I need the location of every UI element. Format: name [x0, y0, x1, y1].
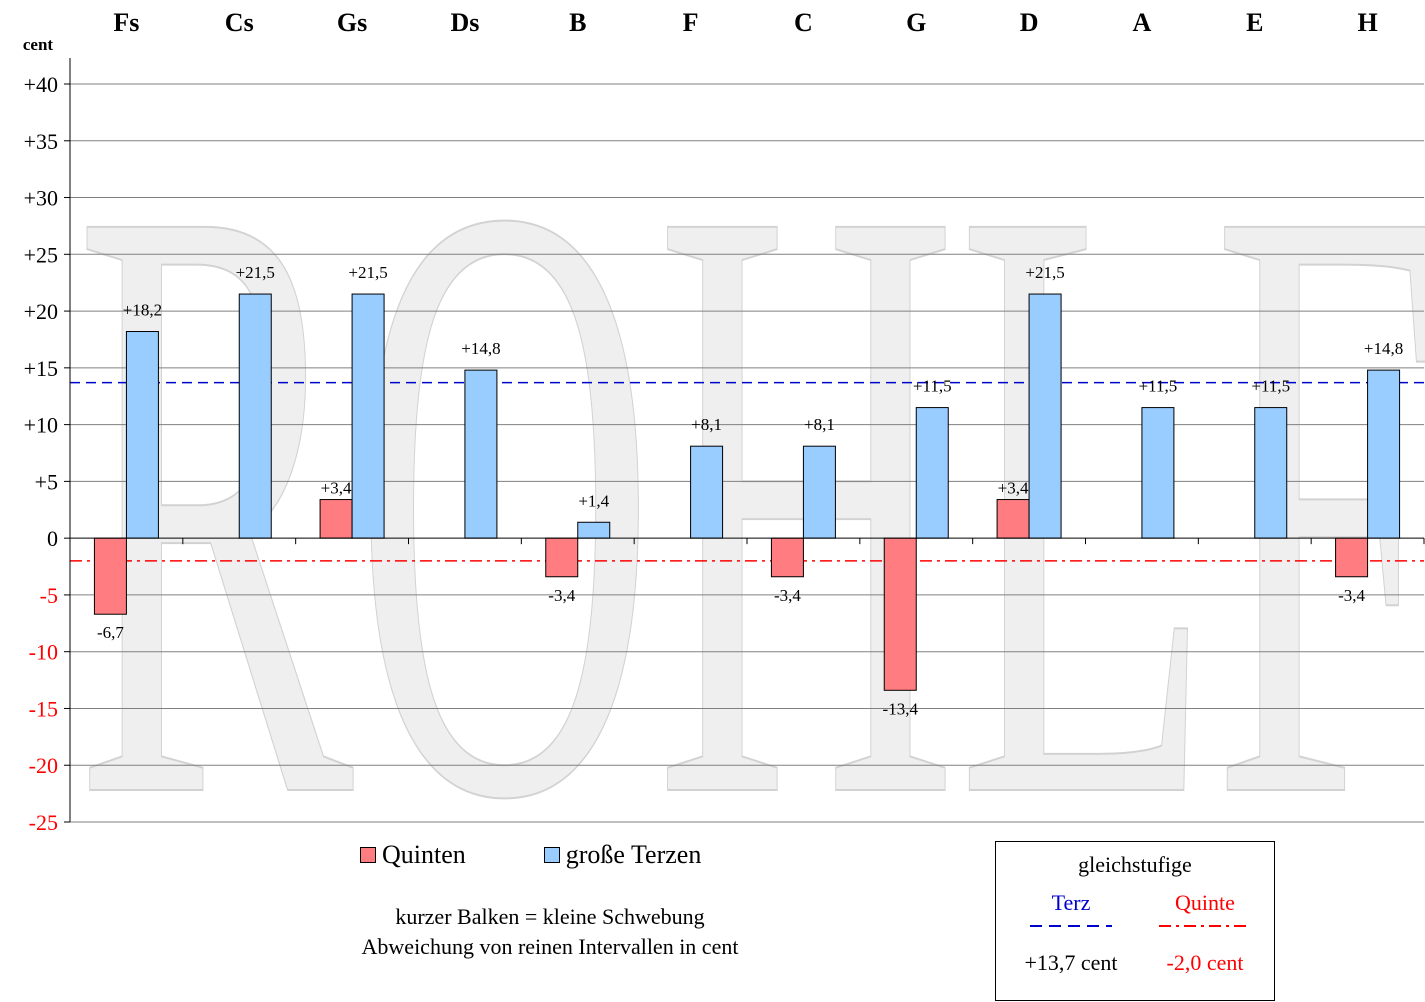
bar-terzen	[802, 445, 836, 539]
category-label: B	[569, 8, 586, 37]
y-tick-label: -20	[29, 753, 58, 778]
data-label-terzen: +11,5	[913, 377, 952, 396]
data-label-terzen: +21,5	[236, 263, 275, 282]
data-label-quinten: -3,4	[548, 586, 575, 605]
y-tick-label: +5	[35, 469, 58, 494]
data-labels: -6,7 +18,2 +21,5 +3,4 +21,5 +14,8 -3,4 +1,4 +8,1…	[97, 263, 1403, 718]
data-label-quinten: -13,4	[883, 699, 919, 718]
legend-item-quinten: Quinten	[360, 840, 466, 870]
data-label-terzen: +8,1	[691, 415, 722, 434]
terz-value: +13,7 cent	[1024, 950, 1118, 975]
data-label-quinten: -3,4	[774, 586, 801, 605]
quinte-reference: Quinte -2,0 cent	[1140, 890, 1270, 975]
bar-quinten	[1335, 537, 1369, 578]
bar-terzen	[1367, 369, 1401, 539]
legend-label-terzen: große Terzen	[565, 840, 702, 869]
note-line-2: Abweichung von reinen Intervallen in cen…	[361, 934, 739, 959]
terz-reference: Terz +13,7 cent	[1006, 890, 1136, 975]
bar-terzen	[915, 407, 949, 539]
data-label-terzen: +8,1	[804, 415, 835, 434]
terz-line-sample	[1030, 925, 1112, 927]
data-label-quinten: -6,7	[97, 623, 124, 642]
y-tick-label: -25	[29, 810, 58, 830]
data-label-quinten: +3,4	[998, 479, 1029, 498]
y-tick-label: -15	[29, 696, 58, 721]
bar-terzen	[351, 293, 385, 539]
category-label: F	[683, 8, 699, 37]
category-label: Gs	[337, 8, 367, 37]
bar-terzen	[464, 369, 498, 539]
axes	[64, 58, 1425, 823]
y-tick-label: -10	[29, 640, 58, 665]
y-tick-label: +35	[24, 129, 58, 154]
chart-notes: kurzer Balken = kleine Schwebung Abweich…	[290, 902, 810, 962]
quinte-value: -2,0 cent	[1166, 950, 1244, 975]
data-label-terzen: +14,8	[461, 339, 500, 358]
terz-label: Terz	[1051, 890, 1091, 915]
data-label-quinten: -3,4	[1338, 586, 1365, 605]
y-tick-label: +10	[24, 413, 58, 438]
equal-temperament-title: gleichstufige	[1078, 852, 1192, 877]
quinte-label: Quinte	[1175, 890, 1235, 915]
data-label-terzen: +1,4	[578, 491, 609, 510]
bar-quinten	[319, 499, 353, 539]
legend-item-terzen: große Terzen	[543, 840, 702, 870]
category-label: Fs	[113, 8, 139, 37]
y-tick-label: +30	[24, 186, 58, 211]
bar-terzen	[238, 293, 272, 539]
y-tick-label: +15	[24, 356, 58, 381]
grid-lines	[70, 83, 1424, 823]
bar-quinten	[770, 537, 804, 578]
watermark-logo: ROHLF	[74, 24, 1425, 830]
bars	[93, 293, 1401, 691]
equal-temperament-box: gleichstufige Terz +13,7 cent Quinte -2,…	[995, 841, 1275, 1001]
bar-terzen	[125, 331, 159, 539]
data-label-terzen: +11,5	[1139, 377, 1178, 396]
y-axis-label: cent	[23, 35, 54, 54]
data-label-terzen: +18,2	[123, 301, 162, 320]
y-tick-labels: +40 +35 +30 +25 +20 +15 +10 +5 0 -5 -10 -15 -20 -25	[24, 72, 58, 830]
y-tick-label: +40	[24, 72, 58, 97]
watermark-text: ROHLF	[75, 25, 1425, 830]
data-label-terzen: +21,5	[1025, 263, 1064, 282]
reference-lines	[70, 381, 1424, 562]
bar-terzen	[1254, 407, 1288, 539]
quinte-line-sample	[1159, 925, 1251, 927]
y-tick-label: 0	[47, 526, 58, 551]
y-tick-label: +25	[24, 242, 58, 267]
legend-swatch-terzen	[543, 847, 560, 863]
category-labels: Fs Cs Gs Ds B F C G D A E H	[113, 8, 1377, 37]
data-label-terzen: +14,8	[1364, 339, 1403, 358]
category-label: C	[794, 8, 813, 37]
data-label-terzen: +21,5	[348, 263, 387, 282]
bar-quinten	[545, 537, 579, 578]
data-label-terzen: +11,5	[1251, 377, 1290, 396]
category-label: D	[1020, 8, 1039, 37]
category-label: E	[1246, 8, 1263, 37]
y-tick-label: +20	[24, 299, 58, 324]
category-label: A	[1133, 8, 1152, 37]
bar-quinten	[996, 499, 1030, 539]
bar-terzen	[1028, 293, 1062, 539]
bar-quinten	[883, 537, 917, 691]
bar-quinten	[93, 537, 127, 615]
category-label: G	[906, 8, 926, 37]
note-line-1: kurzer Balken = kleine Schwebung	[395, 904, 705, 929]
legend: Quinten große Terzen	[360, 840, 779, 870]
legend-label-quinten: Quinten	[382, 840, 466, 869]
category-label: Cs	[225, 8, 254, 37]
bar-terzen	[577, 521, 611, 539]
y-tick-label: -5	[40, 583, 58, 608]
legend-swatch-quinten	[360, 847, 376, 863]
data-label-quinten: +3,4	[321, 479, 352, 498]
bar-terzen	[1141, 407, 1175, 539]
category-label: Ds	[450, 8, 479, 37]
category-label: H	[1357, 8, 1377, 37]
bar-terzen	[690, 445, 724, 539]
bar-chart: ROHLF +40 +35 +30 +25 +20 +15 +10 +5 0 -5 -10 -15 -2…	[23, 8, 1425, 830]
